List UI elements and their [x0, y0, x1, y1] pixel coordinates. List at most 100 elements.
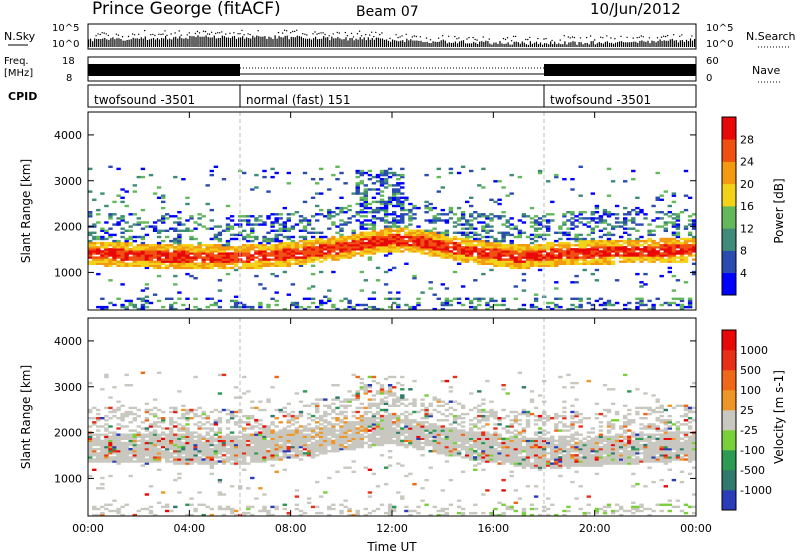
- power-echo-cell: [229, 262, 235, 265]
- power-echo-cell: [355, 213, 360, 216]
- velocity-echo-cell: [335, 406, 340, 410]
- power-echo-cell: [428, 252, 433, 255]
- velocity-echo-cell: [177, 390, 182, 393]
- power-echo-cell: [590, 258, 595, 261]
- velocity-echo-cell: [189, 462, 194, 465]
- power-echo-cell: [598, 303, 604, 307]
- power-echo-cell: [659, 198, 664, 201]
- power-echo-cell: [286, 182, 291, 185]
- power-echo-cell: [610, 250, 616, 253]
- power-echo-cell: [392, 301, 397, 305]
- power-echo-cell: [683, 225, 689, 228]
- power-echo-cell: [501, 250, 506, 253]
- power-echo-cell: [189, 237, 194, 241]
- power-echo-cell: [266, 262, 271, 265]
- power-echo-cell: [671, 233, 677, 237]
- power-echo-cell: [331, 246, 336, 249]
- velocity-echo-cell: [254, 450, 259, 453]
- power-echo-cell: [161, 262, 166, 265]
- velocity-echo-cell: [185, 441, 190, 445]
- velocity-echo-cell: [209, 447, 214, 451]
- nsearch-dot: [632, 37, 634, 39]
- velocity-echo-cell: [375, 485, 381, 488]
- velocity-echo-cell: [274, 452, 279, 455]
- power-echo-cell: [671, 225, 677, 228]
- velocity-echo-cell: [383, 441, 389, 445]
- power-echo-cell: [233, 237, 239, 241]
- power-echo-cell: [120, 196, 125, 199]
- power-echo-cell: [156, 258, 162, 261]
- power-echo-cell: [505, 231, 510, 234]
- velocity-echo-cell: [233, 421, 239, 424]
- power-echo-cell: [594, 211, 600, 214]
- power-echo-cell: [359, 303, 364, 307]
- velocity-echo-cell: [242, 456, 247, 459]
- velocity-echo-cell: [306, 445, 312, 449]
- power-echo-cell: [578, 248, 583, 251]
- velocity-echo-cell: [181, 414, 186, 418]
- power-echo-cell: [315, 239, 320, 243]
- nsky-bar: [365, 40, 367, 47]
- power-echo-cell: [96, 221, 101, 224]
- velocity-echo-cell: [140, 452, 146, 455]
- velocity-echo-cell: [173, 460, 178, 463]
- velocity-echo-cell: [169, 433, 174, 436]
- power-echo-cell: [517, 254, 523, 257]
- nsearch-dot: [103, 32, 105, 34]
- velocity-echo-cell: [116, 447, 121, 451]
- nsky-bar: [610, 42, 613, 47]
- power-echo-cell: [335, 252, 340, 255]
- velocity-echo-cell: [262, 447, 267, 451]
- velocity-echo-cell: [229, 456, 235, 459]
- power-echo-cell: [242, 250, 247, 253]
- velocity-echo-cell: [201, 452, 206, 455]
- power-echo-cell: [140, 260, 146, 263]
- velocity-echo-cell: [327, 421, 332, 424]
- power-echo-cell: [189, 244, 194, 247]
- velocity-echo-cell: [165, 452, 170, 455]
- velocity-echo-cell: [217, 456, 223, 459]
- power-echo-cell: [651, 219, 656, 222]
- power-echo-cell: [367, 223, 373, 226]
- velocity-echo-cell: [213, 439, 219, 443]
- velocity-echo-cell: [120, 513, 125, 517]
- power-echo-cell: [537, 171, 543, 175]
- power-echo-cell: [165, 297, 170, 300]
- velocity-echo-cell: [363, 507, 368, 511]
- power-echo-cell: [675, 231, 681, 234]
- power-echo-cell: [440, 250, 445, 253]
- power-echo-cell: [606, 248, 612, 251]
- power-echo-cell: [359, 237, 364, 241]
- nsearch-dot: [164, 30, 166, 32]
- power-echo-cell: [298, 262, 304, 265]
- power-echo-cell: [408, 208, 413, 212]
- velocity-echo-cell: [156, 441, 162, 445]
- velocity-echo-cell: [96, 441, 101, 445]
- power-echo-cell: [169, 305, 174, 309]
- power-echo-cell: [578, 250, 583, 253]
- power-echo-cell: [623, 227, 628, 230]
- velocity-echo-cell: [169, 443, 174, 447]
- velocity-echo-cell: [347, 390, 352, 393]
- power-echo-cell: [319, 252, 324, 255]
- power-echo-cell: [294, 252, 300, 255]
- nsearch-dot: [202, 30, 205, 32]
- power-echo-cell: [400, 244, 405, 247]
- power-echo-cell: [598, 239, 604, 243]
- power-echo-cell: [590, 237, 595, 241]
- power-echo-cell: [659, 225, 664, 228]
- power-echo-cell: [116, 223, 121, 226]
- velocity-echo-cell: [294, 452, 300, 455]
- velocity-echo-cell: [266, 511, 271, 515]
- velocity-echo-cell: [383, 427, 389, 430]
- power-echo-cell: [278, 250, 283, 253]
- power-echo-cell: [550, 213, 555, 216]
- velocity-echo-cell: [379, 435, 385, 438]
- power-echo-cell: [315, 241, 320, 245]
- nsky-panel: N.Sky 10^5 10^0 10^5 10^0 N.Search: [4, 23, 796, 50]
- nsky-bar: [156, 38, 159, 47]
- power-echo-cell: [428, 233, 433, 237]
- power-echo-cell: [594, 252, 600, 255]
- nsky-bar: [223, 36, 225, 47]
- power-echo-cell: [623, 221, 628, 224]
